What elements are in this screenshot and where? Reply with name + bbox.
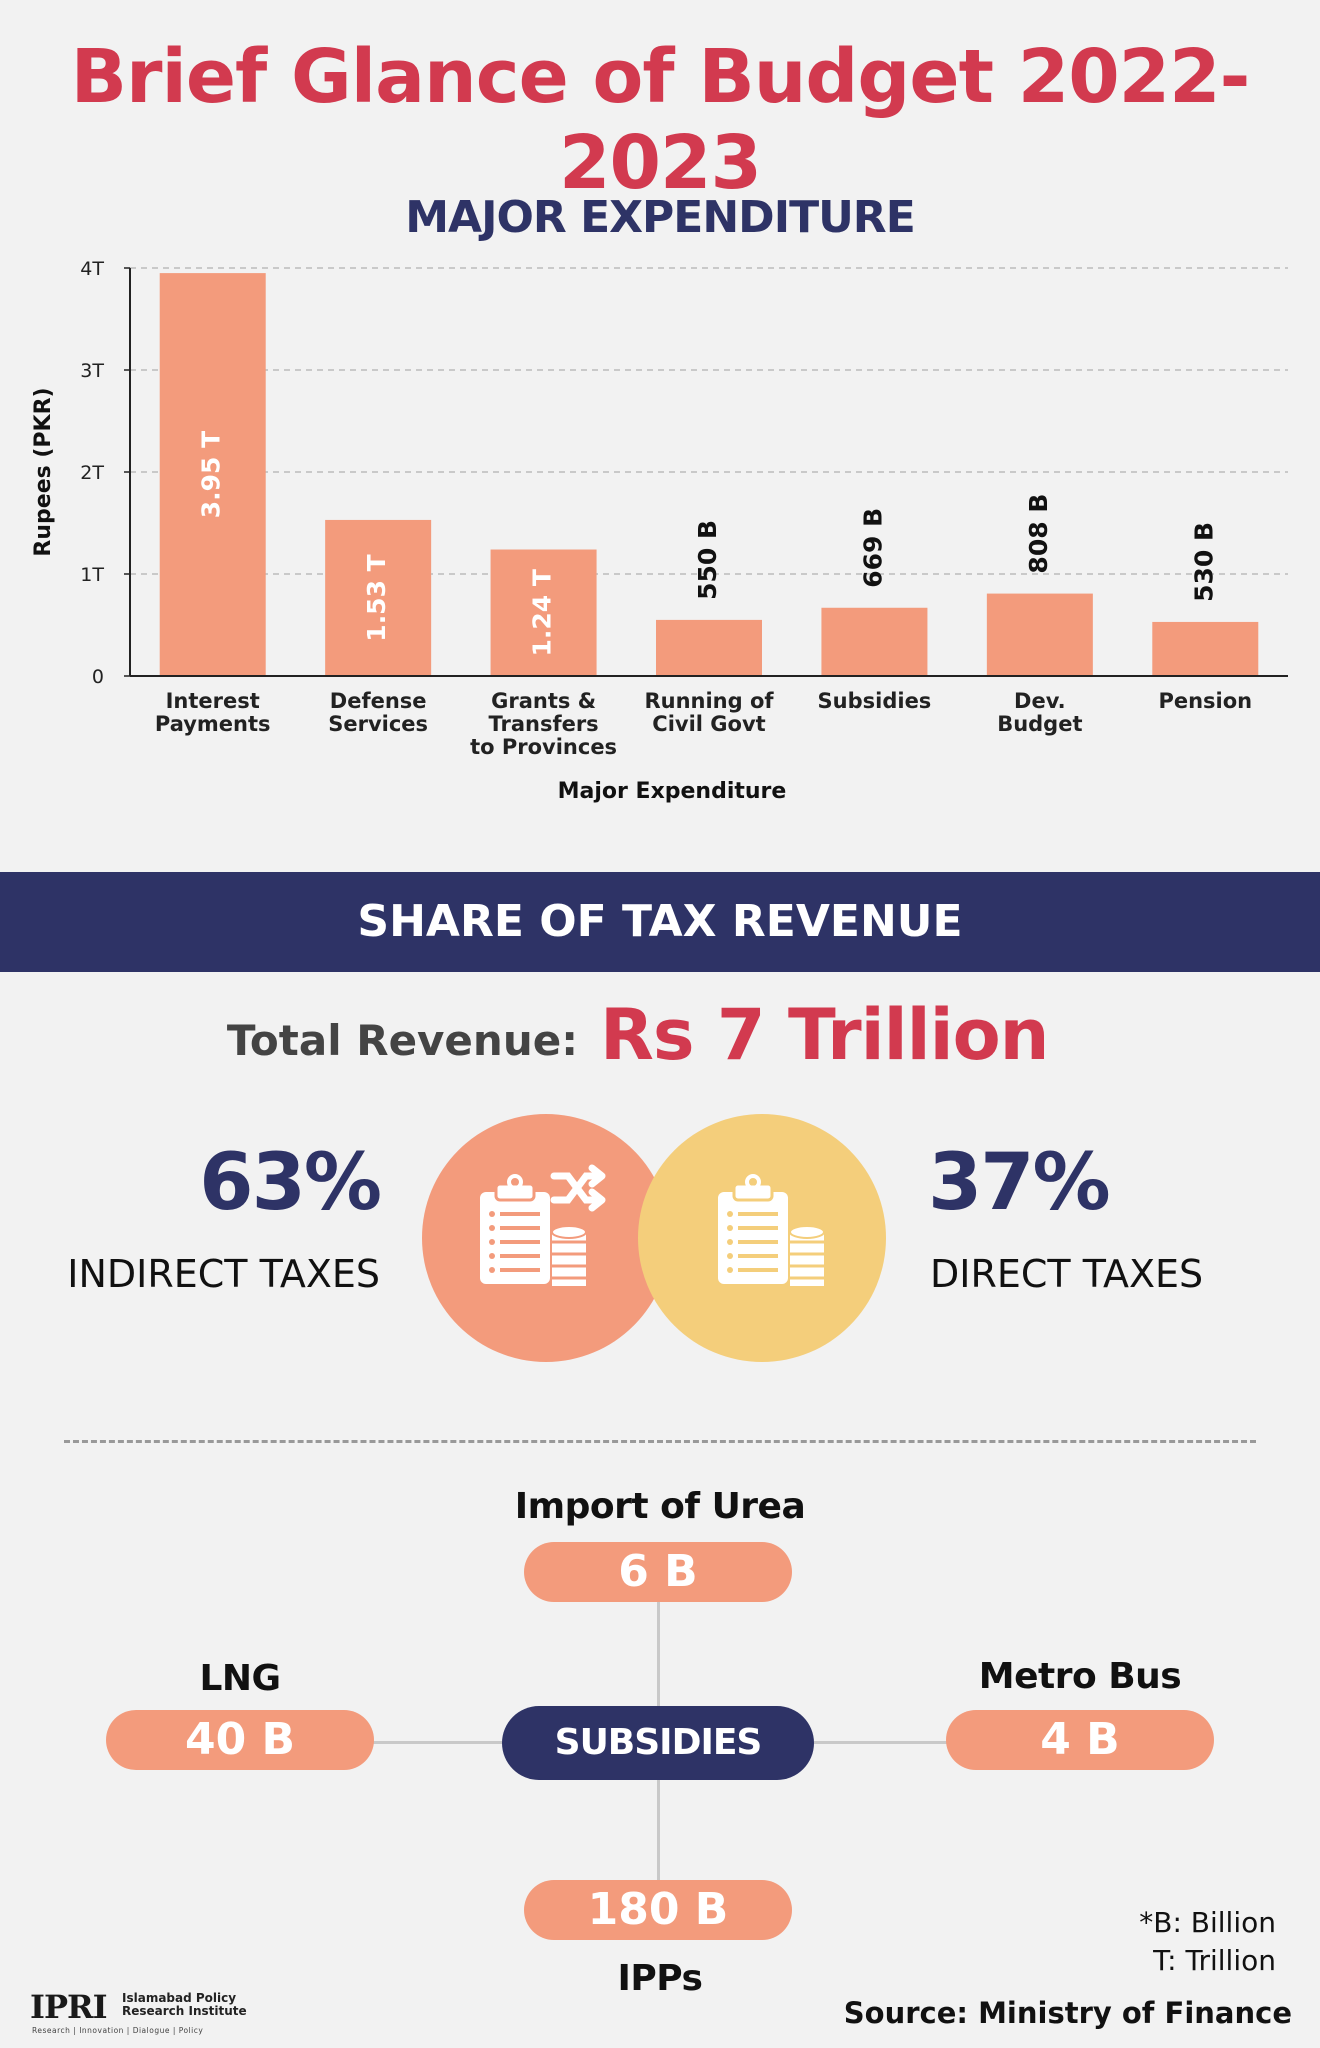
shuffle-icon — [550, 1164, 606, 1212]
category-label: to Provinces — [470, 735, 617, 759]
category-label: Pension — [1158, 689, 1252, 713]
urea-label: Import of Urea — [514, 1486, 806, 1527]
category-label: Dev. — [1014, 689, 1066, 713]
coins-icon — [551, 1225, 587, 1286]
metro-bus-label: Metro Bus — [978, 1656, 1182, 1697]
lng-value: 40 B — [106, 1710, 374, 1770]
indirect-taxes-percent: 63% — [199, 1138, 382, 1228]
subsidies-hub: SUBSIDIES — [502, 1706, 814, 1780]
lng-label: LNG — [199, 1658, 281, 1699]
connector-urea — [657, 1568, 660, 1706]
section-divider — [64, 1440, 1256, 1443]
bar — [159, 273, 266, 676]
category-label: Budget — [997, 712, 1082, 736]
chart-title: MAJOR EXPENDITURE — [405, 192, 916, 243]
bar — [325, 519, 432, 676]
ipri-logo: IPRI Islamabad Policy Research Institute… — [30, 1988, 247, 2035]
legend-billion: *B: Billion — [1139, 1906, 1276, 1939]
main-title: Brief Glance of Budget 2022-2023 — [70, 34, 1251, 206]
bar-value-label: 669 B — [858, 508, 887, 588]
ipps-label: IPPs — [617, 1958, 703, 1999]
category-label: Defense — [330, 689, 427, 713]
category-label: Payments — [155, 712, 271, 736]
y-axis-title: Rupees (PKR) — [31, 387, 56, 556]
category-label: Subsidies — [818, 689, 932, 713]
logo-name-line2: Research Institute — [122, 2004, 247, 2018]
bar-value-label: 1.53 T — [362, 554, 391, 641]
clipboard-icon — [718, 1174, 788, 1284]
direct-taxes-circle — [638, 1114, 886, 1362]
source-note: Source: Ministry of Finance — [843, 1996, 1292, 2030]
indirect-taxes-label: INDIRECT TAXES — [67, 1252, 380, 1296]
bar-value-label: 1.24 T — [528, 569, 557, 656]
y-tick-label: 3T — [80, 360, 104, 382]
y-tick-label: 1T — [80, 564, 104, 586]
bar-value-label: 550 B — [693, 520, 722, 600]
metro-bus-value: 4 B — [946, 1710, 1214, 1770]
x-axis-title: Major Expenditure — [558, 779, 787, 804]
unit-legend: *B: Billion T: Trillion — [1139, 1904, 1276, 1980]
bar — [656, 619, 762, 676]
direct-taxes-label: DIRECT TAXES — [930, 1252, 1204, 1296]
y-tick-label: 4T — [80, 258, 104, 280]
category-label: Grants & — [491, 689, 596, 713]
chart-bars — [159, 273, 1259, 676]
bar — [490, 549, 597, 676]
y-tick-label: 2T — [80, 462, 104, 484]
category-label: Transfers — [488, 712, 598, 736]
indirect-taxes-circle — [422, 1114, 670, 1362]
y-tick-label: 0 — [92, 666, 104, 688]
coins-icon — [789, 1225, 825, 1286]
total-revenue-value: Rs 7 Trillion — [600, 994, 1049, 1076]
bar — [821, 607, 928, 676]
category-label: Services — [328, 712, 428, 736]
bar — [986, 593, 1093, 676]
connector-metro — [814, 1741, 948, 1744]
logo-name-line1: Islamabad Policy — [122, 1991, 237, 2005]
logo-tagline: Research | Innovation | Dialogue | Polic… — [32, 2026, 204, 2035]
bar — [1152, 621, 1259, 676]
bar-value-label: 808 B — [1024, 494, 1053, 574]
bar-value-label: 530 B — [1189, 522, 1218, 602]
category-label: Interest — [166, 689, 260, 713]
connector-ipps — [657, 1780, 660, 1880]
logo-name: Islamabad Policy Research Institute — [122, 1992, 282, 2018]
logo-mark: IPRI — [30, 1988, 108, 2026]
connector-lng — [372, 1741, 502, 1744]
direct-taxes-percent: 37% — [928, 1138, 1111, 1228]
urea-value: 6 B — [524, 1542, 792, 1602]
ipps-value: 180 B — [524, 1880, 792, 1940]
category-label: Running of — [644, 689, 774, 713]
total-revenue-label: Total Revenue: — [226, 1016, 578, 1065]
chart-grid — [124, 267, 1288, 677]
clipboard-icon — [480, 1174, 550, 1284]
category-label: Civil Govt — [652, 712, 765, 736]
tax-revenue-banner: SHARE OF TAX REVENUE — [0, 872, 1320, 972]
bar-value-label: 3.95 T — [197, 431, 226, 518]
legend-trillion: T: Trillion — [1153, 1944, 1276, 1977]
